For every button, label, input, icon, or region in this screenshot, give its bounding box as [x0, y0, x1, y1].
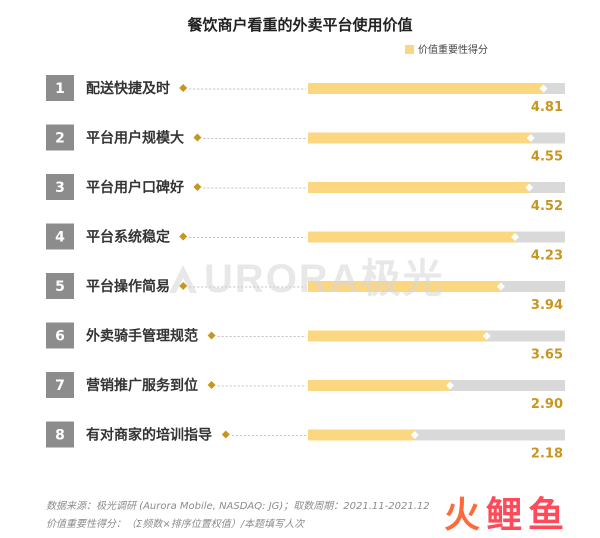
chart-title: 餐饮商户看重的外卖平台使用价值 — [187, 16, 412, 34]
category-label: 平台系统稳定 — [86, 229, 170, 246]
bar — [308, 281, 501, 292]
bar — [308, 429, 415, 441]
bar-row: 7 营销推广服务到位 2.90 — [46, 372, 565, 412]
value-label: 3.94 — [531, 298, 563, 313]
bar-end-marker-icon — [496, 282, 505, 291]
rank-number: 4 — [55, 230, 65, 246]
label-diamond-icon — [179, 282, 188, 290]
aurora-logo-icon — [169, 265, 197, 293]
bar — [308, 330, 487, 342]
bar-row: 4 平台系统稳定 4.23 — [46, 223, 565, 264]
label-diamond-icon — [221, 430, 230, 439]
label-diamond-icon — [193, 133, 202, 142]
bar — [308, 182, 530, 193]
footer-note: 价值重要性得分：（Σ频数×排序位置权值）/本题填写人次 — [46, 519, 305, 530]
bar-rows: 1 配送快捷及时 4.81 2 平台用户规模大 4.55 3 平台用户口碑好 4.52 4 平台系统… — [46, 75, 565, 462]
label-diamond-icon — [179, 232, 188, 241]
bar-end-marker-icon — [410, 431, 419, 439]
bar — [308, 132, 531, 144]
watermark: URORA极光 — [166, 246, 445, 304]
bar-end-marker-icon — [526, 134, 535, 142]
watermark-text: URORA极光 — [204, 257, 445, 301]
brand-mark: 火 — [444, 495, 487, 536]
bar-track — [308, 429, 565, 441]
rank-number: 6 — [55, 329, 65, 345]
label-diamond-icon — [207, 381, 216, 389]
category-label: 有对商家的培训指导 — [86, 427, 212, 444]
rank-box — [46, 174, 74, 200]
bar-row: 3 平台用户口碑好 4.52 — [46, 174, 565, 214]
rank-number: 5 — [55, 279, 65, 295]
value-label: 4.23 — [531, 249, 563, 264]
bar-row: 6 外卖骑手管理规范 3.65 — [46, 322, 565, 363]
bar-end-marker-icon — [525, 183, 534, 192]
category-label: 外卖骑手管理规范 — [86, 328, 198, 345]
rank-box — [46, 421, 74, 448]
rank-number: 3 — [55, 180, 65, 196]
bar-row: 8 有对商家的培训指导 2.18 — [46, 421, 565, 462]
rank-number: 1 — [55, 81, 65, 97]
value-label: 2.90 — [531, 397, 563, 412]
bar-end-marker-icon — [482, 332, 491, 340]
bar-end-marker-icon — [539, 84, 548, 93]
rank-box — [46, 223, 74, 250]
category-label: 平台用户规模大 — [86, 130, 184, 147]
value-label: 4.55 — [531, 150, 563, 165]
value-label: 4.52 — [531, 199, 563, 214]
category-label: 平台操作简易 — [86, 278, 170, 295]
rank-box — [46, 124, 74, 151]
category-label: 平台用户口碑好 — [86, 179, 184, 196]
bar-row: 1 配送快捷及时 4.81 — [46, 75, 565, 115]
rank-number: 2 — [55, 131, 65, 147]
label-diamond-icon — [207, 331, 216, 340]
value-label: 3.65 — [531, 348, 563, 363]
bar — [308, 380, 450, 391]
bar — [308, 231, 516, 243]
brand-logo: 火鲤鱼 — [444, 486, 570, 538]
rank-box — [46, 322, 74, 349]
value-label: 4.81 — [531, 100, 563, 115]
value-label: 2.18 — [531, 447, 563, 462]
bar — [308, 83, 544, 94]
brand-text: 鲤鱼 — [486, 495, 571, 536]
bar-end-marker-icon — [445, 381, 454, 390]
legend-label: 价值重要性得分 — [418, 43, 488, 56]
label-diamond-icon — [179, 84, 188, 92]
legend-swatch — [405, 45, 414, 54]
category-label: 营销推广服务到位 — [86, 377, 198, 394]
footer-source: 数据来源：极光调研 (Aurora Mobile, NASDAQ: JG)；取数… — [46, 501, 430, 512]
rank-number: 8 — [55, 428, 65, 444]
rank-number: 7 — [55, 378, 65, 394]
bar-end-marker-icon — [511, 233, 520, 241]
rank-box — [46, 372, 74, 398]
rank-box — [46, 273, 74, 299]
bar-row: 5 平台操作简易 3.94 — [46, 273, 565, 313]
legend: 价值重要性得分 — [405, 43, 488, 56]
rank-box — [46, 75, 74, 101]
label-diamond-icon — [193, 183, 202, 191]
bar-row: 2 平台用户规模大 4.55 — [46, 124, 565, 165]
category-label: 配送快捷及时 — [86, 80, 170, 97]
